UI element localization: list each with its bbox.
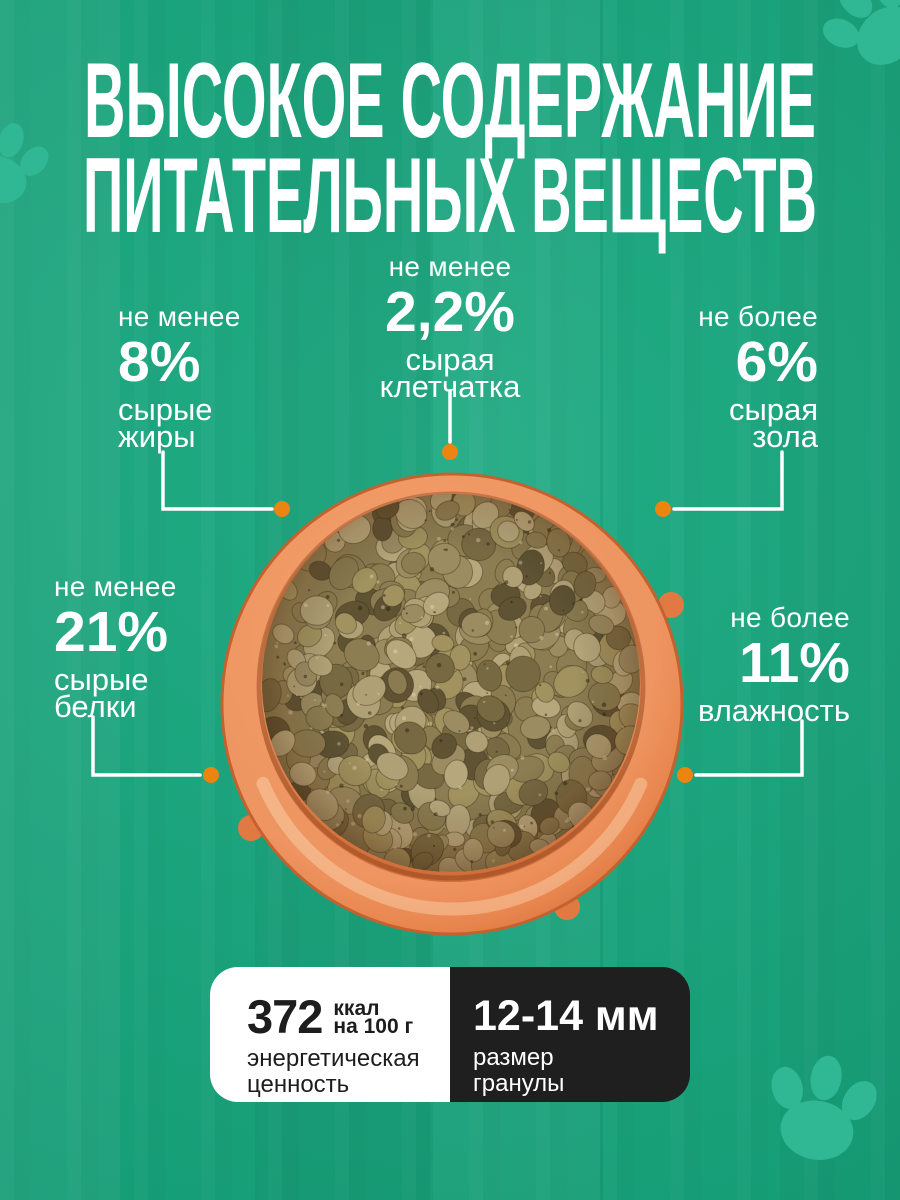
callout-qualifier: не менее xyxy=(54,571,177,602)
callout-label: сырая клетчатка xyxy=(379,342,521,404)
energy-label: энергетическая ценность xyxy=(247,1045,420,1098)
callout-label: сырые жиры xyxy=(118,392,213,454)
kibble-shading xyxy=(262,494,640,872)
callout-moisture: не более 11% влажность xyxy=(697,602,850,728)
connector-dot xyxy=(442,444,458,460)
connector-dot xyxy=(203,767,219,783)
callout-qualifier: не более xyxy=(698,301,818,332)
callout-qualifier: не менее xyxy=(118,301,241,332)
callout-crude-fiber: не менее 2,2% сырая клетчатка xyxy=(379,251,521,404)
connector-dot xyxy=(677,767,693,783)
connector-line xyxy=(694,719,804,777)
callout-crude-fat: не менее 8% сырые жиры xyxy=(118,301,241,454)
callout-value: 2,2% xyxy=(385,280,515,344)
callout-value: 11% xyxy=(739,631,850,695)
callout-qualifier: не более xyxy=(730,602,850,633)
callout-crude-protein: не менее 21% сырые белки xyxy=(54,571,177,724)
callout-value: 21% xyxy=(54,600,169,664)
callout-value: 8% xyxy=(118,330,201,394)
energy-kcal-value: 372 xyxy=(247,990,323,1043)
specs-panel: 372 ккал на 100 г энергетическая ценность … xyxy=(210,967,690,1102)
callout-qualifier: не менее xyxy=(388,251,512,282)
callout-label: сырые белки xyxy=(54,662,149,724)
connector-line xyxy=(672,450,784,511)
energy-value-box: 372 ккал на 100 г энергетическая ценность xyxy=(210,967,450,1102)
granule-size-box: 12-14 мм размер гранулы xyxy=(450,967,690,1102)
granule-size-value: 12-14 мм xyxy=(473,992,659,1040)
connector-line xyxy=(91,715,202,777)
callout-label: сырая зола xyxy=(728,392,818,454)
callout-label: влажность xyxy=(697,693,850,728)
headline-line-2: ПИТАТЕЛЬНЫХ ВЕЩЕСТВ xyxy=(83,135,817,255)
callout-value: 6% xyxy=(735,330,818,394)
connector-dot xyxy=(274,501,290,517)
connector-line xyxy=(161,450,274,511)
energy-kcal-unit: ккал на 100 г xyxy=(333,997,414,1038)
callout-crude-ash: не более 6% сырая зола xyxy=(698,301,818,454)
headline: ВЫСОКОЕ СОДЕРЖАНИЕ ПИТАТЕЛЬНЫХ ВЕЩЕСТВ xyxy=(83,40,817,255)
headline-line-1: ВЫСОКОЕ СОДЕРЖАНИЕ xyxy=(84,40,816,160)
granule-label: размер гранулы xyxy=(473,1044,565,1097)
connector-dot xyxy=(655,501,671,517)
bowl-rim-highlight xyxy=(240,492,664,916)
